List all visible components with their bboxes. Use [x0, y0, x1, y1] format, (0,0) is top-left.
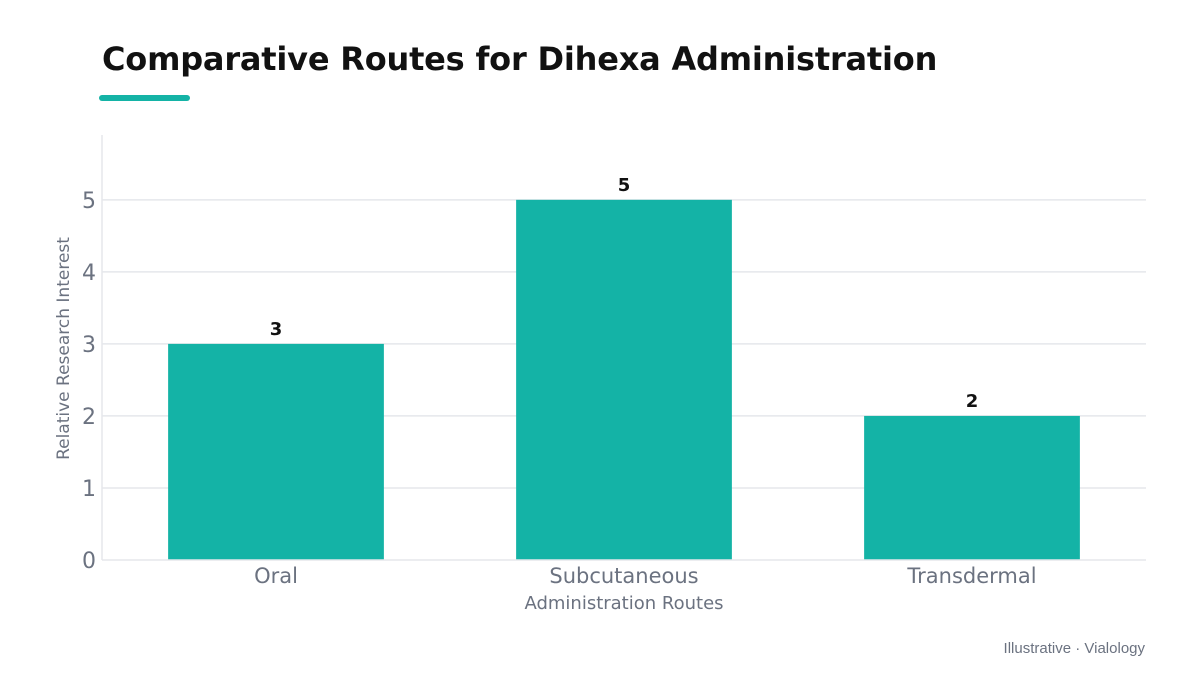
title-accent-bar: [99, 95, 190, 101]
x-axis-title: Administration Routes: [524, 593, 723, 614]
bar-value-labels: 3 5 2: [270, 175, 979, 412]
bar-oral: [168, 343, 384, 560]
y-tick-label: 1: [82, 477, 96, 502]
y-tick-label: 0: [82, 549, 96, 574]
bar-transdermal: [864, 415, 1080, 560]
x-tick-label: Oral: [254, 564, 298, 588]
bar-value-label: 3: [270, 319, 283, 340]
y-tick-label: 2: [82, 405, 96, 430]
y-tick-label: 3: [82, 333, 96, 358]
y-tick-label: 5: [82, 189, 96, 214]
footer-credit: Illustrative · Vialology: [1003, 640, 1145, 657]
y-tick-labels: 0 1 2 3 4 5: [82, 189, 96, 574]
x-tick-label: Subcutaneous: [549, 564, 698, 588]
y-tick-label: 4: [82, 261, 96, 286]
bars: [168, 199, 1080, 560]
x-tick-label: Transdermal: [906, 564, 1036, 588]
bar-subcutaneous: [516, 199, 732, 560]
x-tick-labels: Oral Subcutaneous Transdermal: [254, 564, 1037, 588]
bar-value-label: 2: [966, 391, 979, 412]
y-axis-title: Relative Research Interest: [54, 237, 74, 460]
chart-title: Comparative Routes for Dihexa Administra…: [102, 40, 938, 78]
bar-value-label: 5: [618, 175, 631, 196]
